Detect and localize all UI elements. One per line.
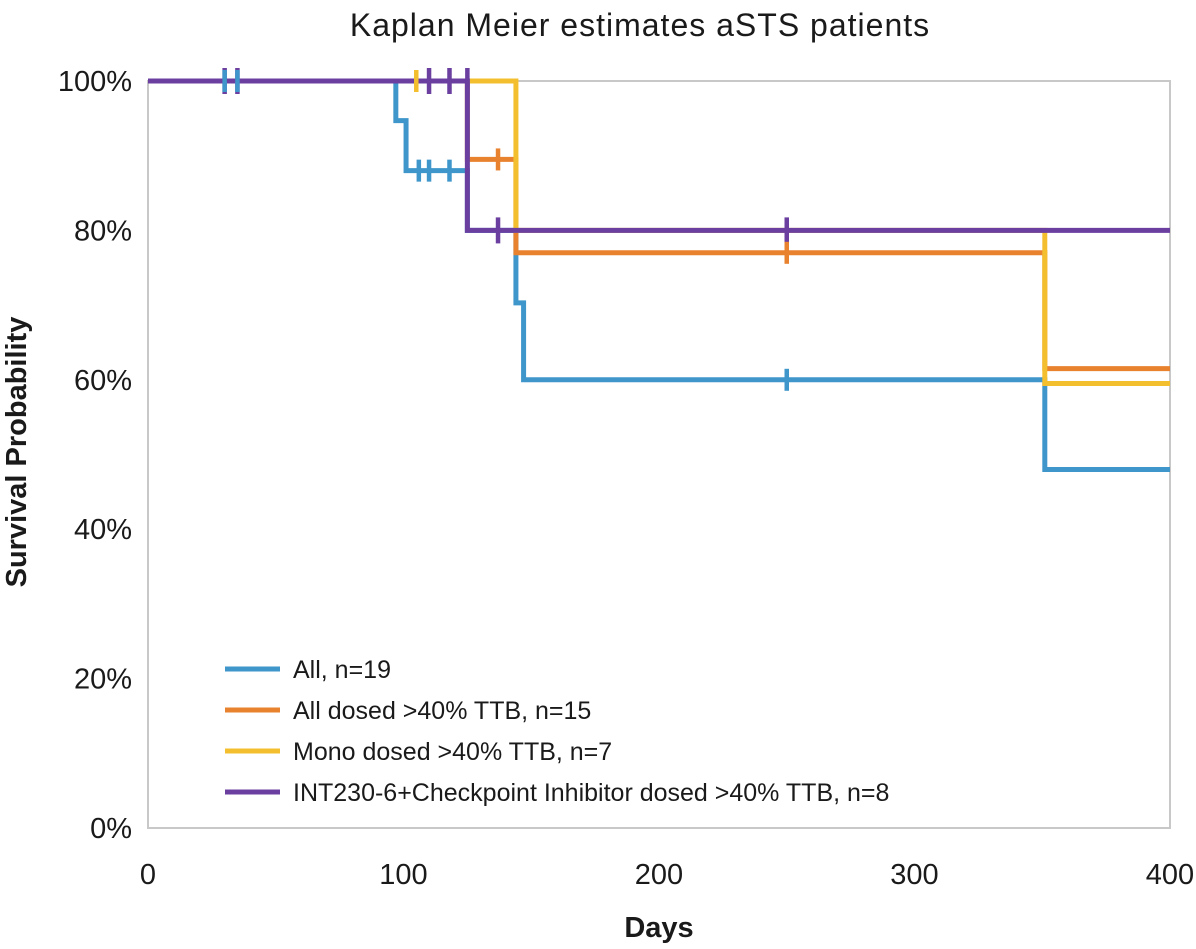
y-axis-title: Survival Probability xyxy=(1,317,33,588)
km-curve-all xyxy=(148,78,1170,472)
legend-label-mono-dosed: Mono dosed >40% TTB, n=7 xyxy=(293,738,612,766)
x-tick-label: 0 xyxy=(140,859,156,891)
y-axis-tick-labels: 0% 20% 40% 60% 80% 100% xyxy=(58,66,132,845)
y-tick-label: 0% xyxy=(90,813,132,845)
legend: All, n=19 All dosed >40% TTB, n=15 Mono do… xyxy=(225,656,889,807)
censor-marks xyxy=(222,68,789,391)
y-tick-label: 100% xyxy=(58,66,132,98)
x-axis-tick-labels: 0 100 200 300 400 xyxy=(140,859,1194,891)
legend-label-all: All, n=19 xyxy=(293,656,391,684)
chart-title: Kaplan Meier estimates aSTS patients xyxy=(350,7,930,43)
x-axis-title: Days xyxy=(624,912,693,944)
legend-item-all: All, n=19 xyxy=(225,656,391,684)
y-tick-label: 20% xyxy=(74,664,132,696)
x-tick-label: 100 xyxy=(379,859,427,891)
legend-item-mono-dosed: Mono dosed >40% TTB, n=7 xyxy=(225,738,612,766)
legend-label-all-dosed: All dosed >40% TTB, n=15 xyxy=(293,697,591,725)
x-tick-label: 300 xyxy=(890,859,938,891)
y-tick-label: 60% xyxy=(74,365,132,397)
survival-curves xyxy=(148,78,1170,472)
x-tick-label: 200 xyxy=(635,859,683,891)
legend-item-all-dosed: All dosed >40% TTB, n=15 xyxy=(225,697,591,725)
km-curve-all-dosed xyxy=(148,78,1170,372)
plot-border xyxy=(147,80,1171,829)
km-curve-combo-checkpoint xyxy=(148,78,1170,233)
legend-item-combo-checkpoint: INT230-6+Checkpoint Inhibitor dosed >40%… xyxy=(225,779,889,807)
x-tick-label: 400 xyxy=(1146,859,1194,891)
legend-label-combo-checkpoint: INT230-6+Checkpoint Inhibitor dosed >40%… xyxy=(293,779,889,807)
plot-frame xyxy=(147,80,1171,829)
y-tick-label: 80% xyxy=(74,215,132,247)
y-tick-label: 40% xyxy=(74,514,132,546)
